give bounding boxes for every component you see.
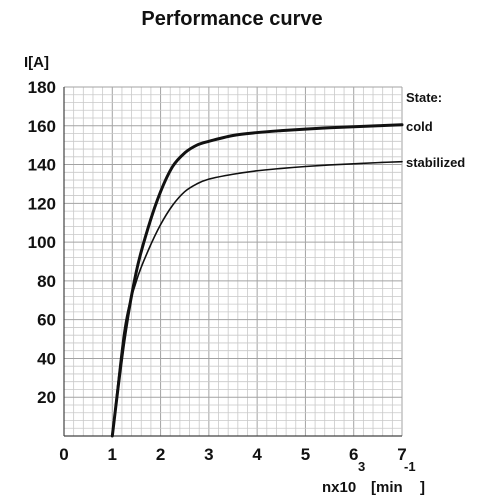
- x-tick-label: 0: [59, 445, 68, 464]
- y-tick-label: 160: [28, 117, 56, 136]
- legend-label-stabilized: stabilized: [406, 155, 465, 170]
- x-axis-label-base: nx10: [322, 479, 356, 496]
- x-axis-unit-close: ]: [420, 479, 425, 496]
- x-tick-label: 6: [349, 445, 358, 464]
- x-axis-unit-open: [min: [371, 479, 403, 496]
- legend-title: State:: [406, 90, 442, 105]
- x-axis-unit-superscript: -1: [404, 459, 416, 474]
- y-tick-label: 180: [28, 78, 56, 97]
- tick-labels: 0 1 2 3 4 5 6 7 20 40 60 80 100 120 140 160 180: [28, 78, 407, 464]
- x-tick-label: 5: [301, 445, 310, 464]
- y-tick-label: 120: [28, 194, 56, 213]
- y-tick-label: 140: [28, 156, 56, 175]
- x-tick-label: 3: [204, 445, 213, 464]
- plot-grid: [63, 86, 403, 437]
- legend-label-cold: cold: [406, 119, 433, 134]
- x-tick-label: 7: [397, 445, 406, 464]
- y-tick-label: 60: [37, 311, 56, 330]
- y-tick-label: 20: [37, 388, 56, 407]
- series-layer: [110, 123, 404, 438]
- x-tick-label: 2: [156, 445, 165, 464]
- y-tick-label: 40: [37, 349, 56, 368]
- series-line-cold: [110, 123, 404, 438]
- series-line-stabilized: [111, 160, 403, 437]
- plot-axes: [63, 87, 402, 437]
- y-tick-label: 80: [37, 272, 56, 291]
- y-tick-label: 100: [28, 233, 56, 252]
- x-tick-label: 4: [252, 445, 262, 464]
- x-tick-label: 1: [108, 445, 117, 464]
- x-axis-label-superscript: 3: [358, 459, 365, 474]
- y-axis-label: I[A]: [24, 54, 49, 71]
- chart-title: Performance curve: [141, 8, 322, 30]
